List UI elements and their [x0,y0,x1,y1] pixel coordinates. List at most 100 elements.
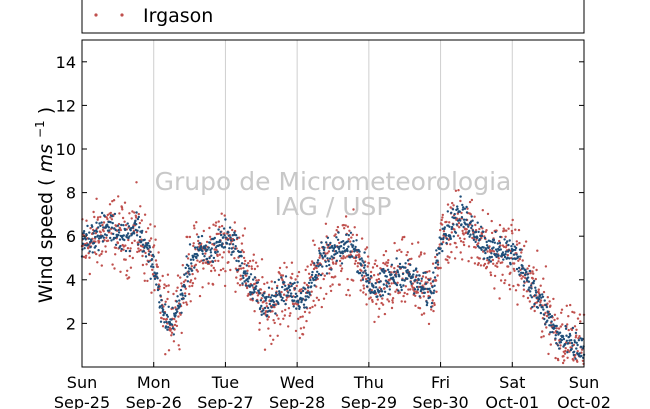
point-irgason [242,256,246,260]
point-series-2 [114,228,117,232]
point-series-2 [196,246,199,249]
point-irgason [339,264,342,267]
point-series-2 [253,290,256,293]
point-irgason [242,266,245,270]
point-irgason [470,256,473,259]
point-irgason [420,279,423,283]
point-series-2 [163,321,166,324]
point-series-2 [441,249,444,253]
point-irgason [564,349,567,353]
point-series-2 [287,291,290,294]
point-series-2 [270,294,274,297]
x-tick-label-day: Fri [431,373,450,392]
point-series-2 [550,315,554,318]
point-series-2 [325,241,328,244]
point-irgason [403,235,406,239]
point-series-2 [555,324,558,328]
point-irgason [459,240,463,243]
point-series-2 [581,337,584,341]
point-irgason [172,340,176,343]
point-series-2 [192,255,195,258]
point-series-2 [198,241,201,245]
point-series-2 [495,253,499,256]
point-irgason [96,261,99,264]
point-series-2 [244,284,248,287]
point-irgason [140,238,143,241]
point-irgason [400,250,403,254]
point-irgason [143,272,146,275]
point-irgason [285,266,288,269]
point-irgason [497,260,500,263]
point-irgason [545,326,548,329]
point-irgason [217,273,221,277]
point-series-2 [322,252,325,255]
point-series-2 [342,246,345,250]
point-series-2 [88,250,91,253]
point-irgason [120,206,124,209]
point-series-2 [378,290,381,293]
point-series-2 [526,279,529,282]
point-series-2 [132,225,135,228]
point-irgason [346,225,350,228]
point-series-2 [339,254,342,258]
point-irgason [474,246,477,249]
point-irgason [308,311,311,314]
point-series-2 [476,221,479,224]
point-series-2 [138,235,142,239]
point-series-2 [319,273,323,277]
point-series-2 [337,231,340,234]
point-series-2 [363,251,366,254]
point-irgason [544,311,547,315]
legend: Irgason [81,0,585,34]
point-irgason [322,297,326,300]
point-series-2 [204,247,207,250]
point-irgason [358,255,361,258]
x-tick-label-day: Sat [499,373,525,392]
point-irgason [104,245,107,248]
point-series-2 [249,293,252,296]
point-irgason [213,269,217,272]
point-irgason [154,259,158,262]
point-irgason [502,227,505,230]
point-series-2 [423,291,426,294]
point-series-2 [201,249,204,253]
point-irgason [214,221,218,224]
y-tick-label: 12 [56,96,76,115]
point-irgason [552,297,555,301]
point-series-2 [205,257,209,261]
point-series-2 [520,271,523,274]
point-series-2 [90,239,93,243]
point-irgason [505,229,508,232]
point-irgason [304,268,307,272]
point-irgason [439,266,442,270]
point-series-2 [232,250,235,253]
point-series-2 [479,225,483,228]
point-irgason [193,227,196,230]
point-irgason [124,223,128,227]
point-series-2 [259,299,263,302]
point-series-2 [518,273,521,276]
point-irgason [276,284,279,288]
point-irgason [307,272,311,275]
point-irgason [450,250,453,254]
point-irgason [220,212,223,215]
point-irgason [458,226,461,229]
point-series-2 [269,309,272,312]
point-series-2 [257,289,260,292]
point-series-2 [339,251,342,254]
point-irgason [357,253,361,256]
point-irgason [240,242,244,245]
point-series-2 [531,305,534,309]
point-series-2 [107,226,111,229]
point-series-2 [98,222,101,225]
point-irgason [139,205,142,208]
point-irgason [266,281,269,284]
point-irgason [465,228,468,231]
point-series-2 [553,326,556,330]
point-irgason [437,266,440,270]
point-series-2 [141,243,145,246]
point-irgason [160,316,163,320]
point-series-2 [530,287,533,290]
svg-text:Wind speed ( ms: Wind speed ( ms −1 ) [27,107,57,303]
point-series-2 [135,234,139,237]
